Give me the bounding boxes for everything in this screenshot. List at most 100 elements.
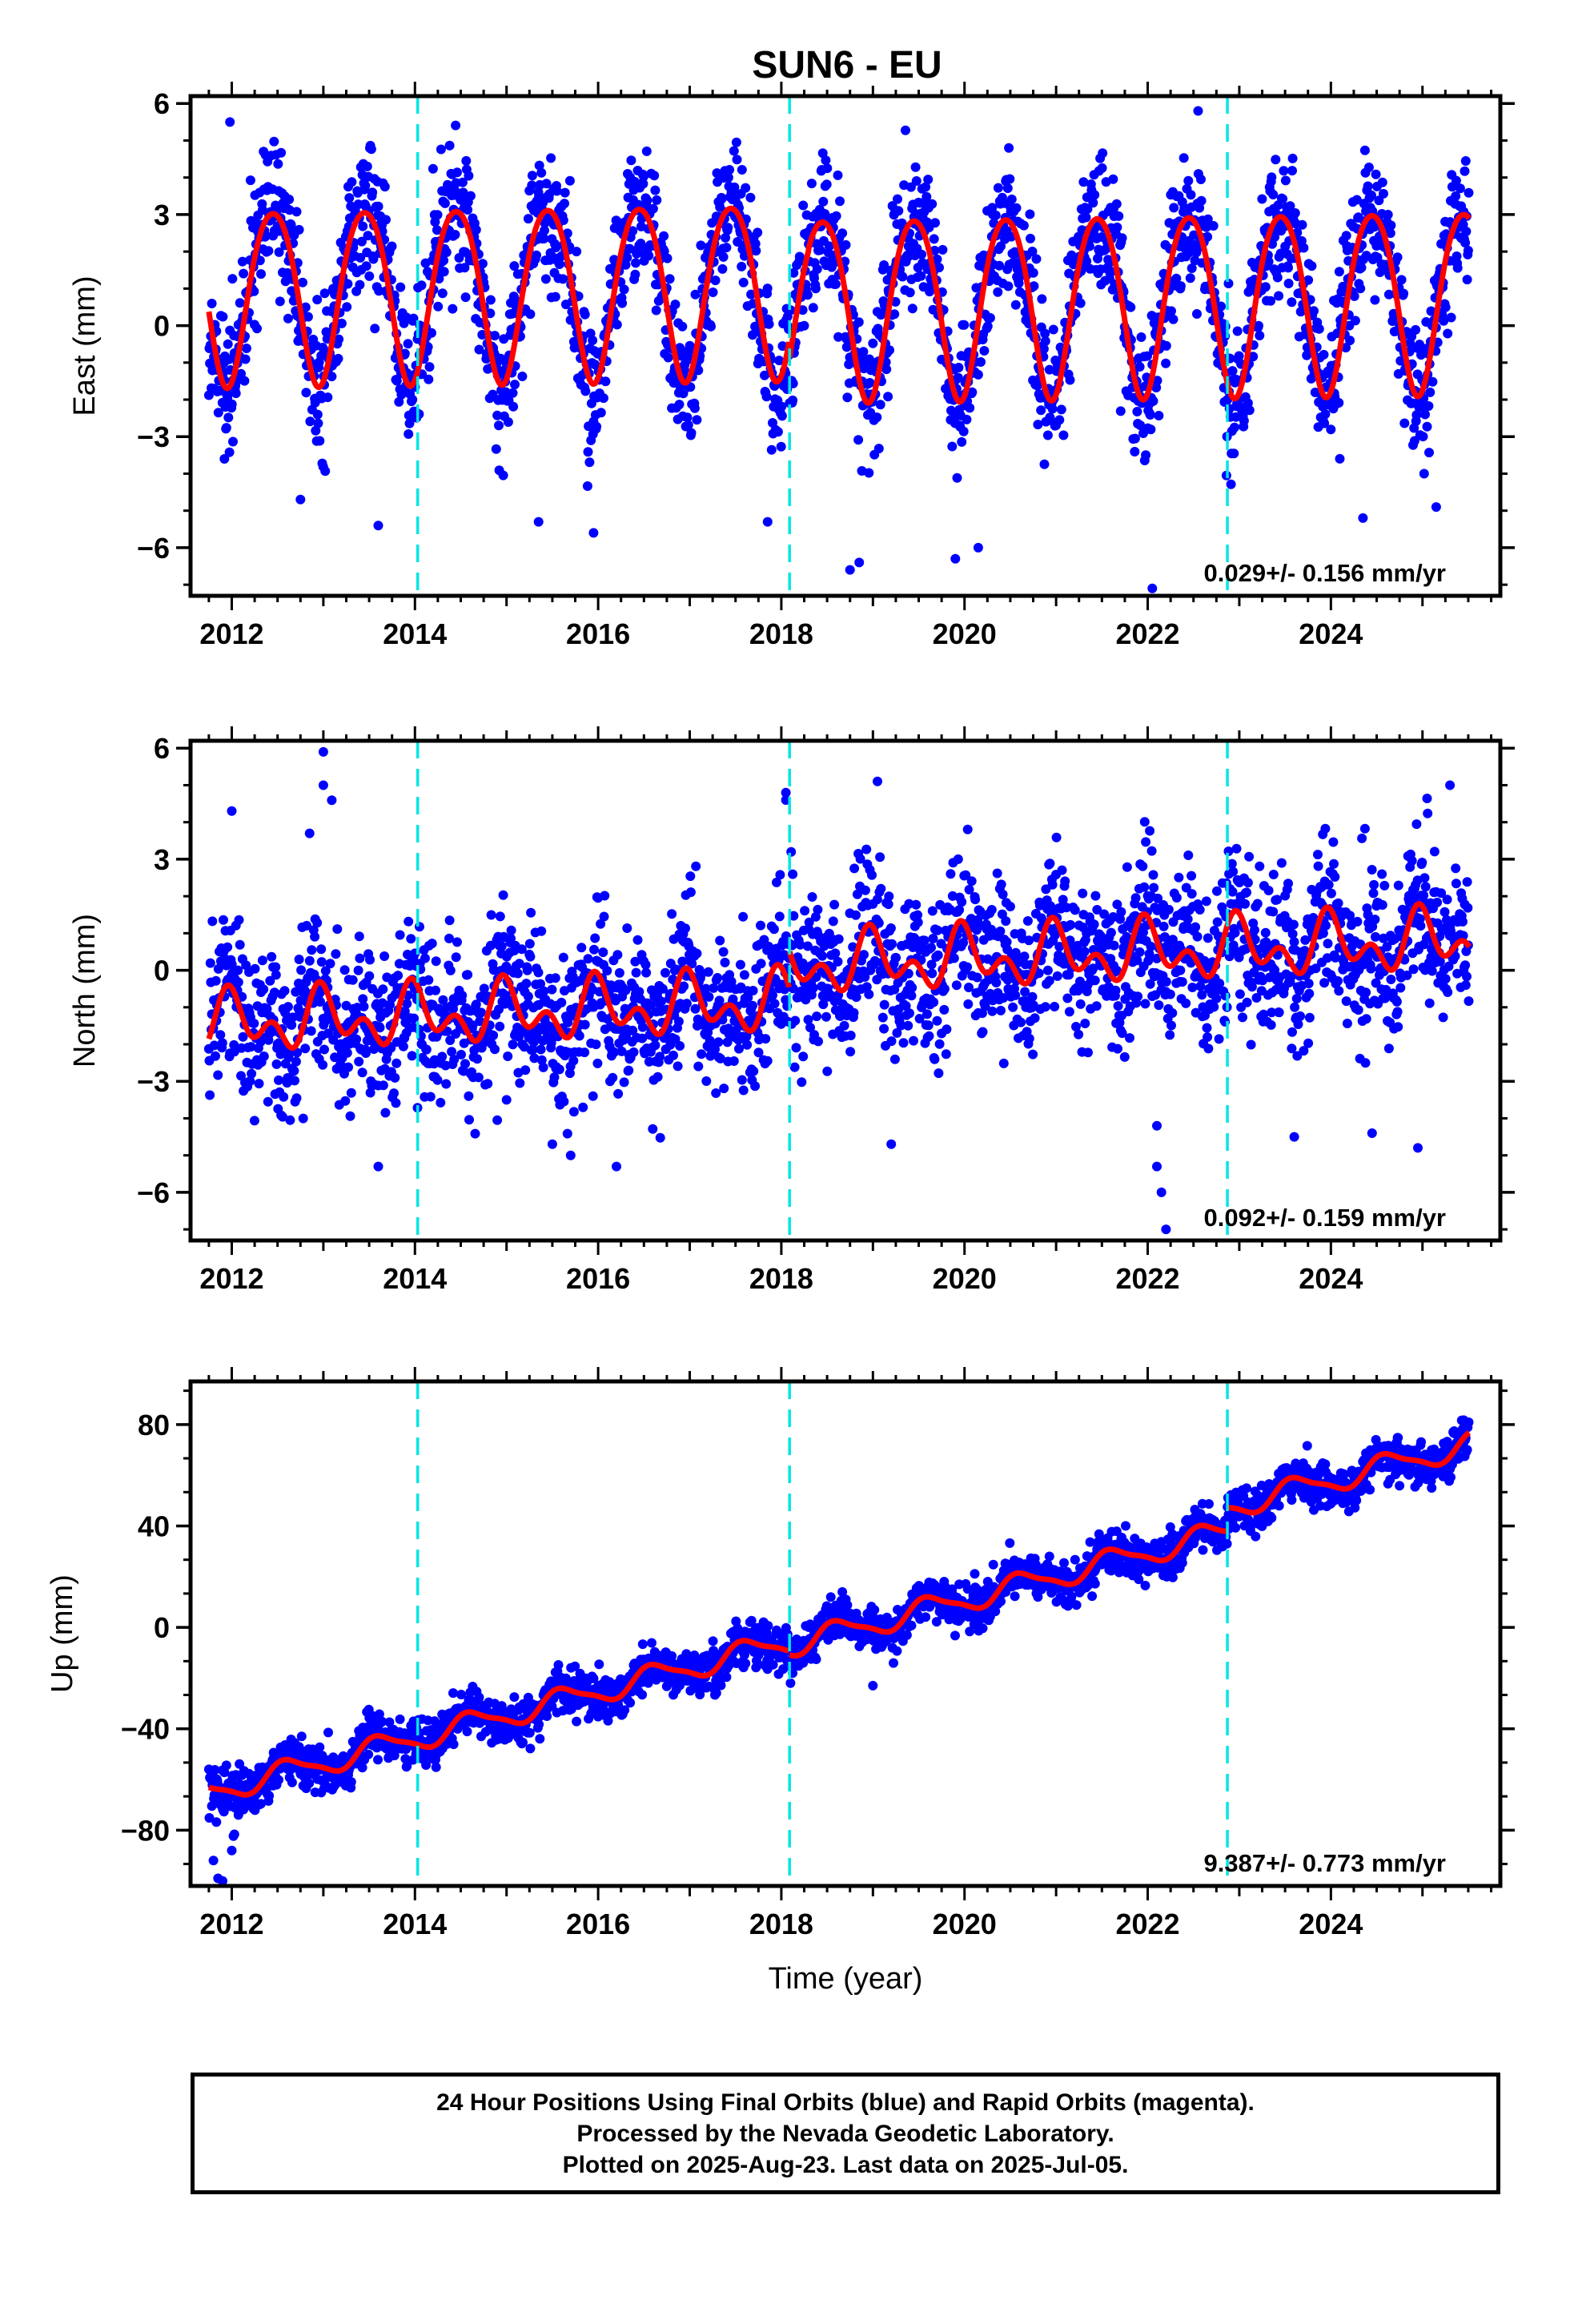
data-point bbox=[283, 313, 293, 324]
data-point bbox=[638, 179, 648, 189]
data-point bbox=[452, 937, 462, 947]
data-point bbox=[437, 1051, 448, 1062]
data-point bbox=[952, 472, 962, 483]
data-point bbox=[527, 180, 537, 191]
data-point bbox=[898, 1038, 909, 1048]
data-point bbox=[1330, 872, 1340, 882]
data-point bbox=[313, 418, 323, 428]
data-point bbox=[283, 1002, 293, 1012]
data-point bbox=[541, 179, 552, 189]
data-point bbox=[485, 308, 496, 319]
data-point bbox=[1146, 941, 1156, 951]
data-point bbox=[523, 214, 533, 224]
data-point bbox=[550, 973, 560, 983]
x-tick-label: 2014 bbox=[383, 617, 447, 650]
data-point bbox=[227, 274, 238, 284]
data-point bbox=[1220, 321, 1231, 332]
data-point bbox=[432, 210, 443, 220]
data-point bbox=[1287, 1027, 1297, 1037]
data-point bbox=[1271, 155, 1281, 165]
data-point bbox=[837, 228, 848, 239]
data-point bbox=[1028, 267, 1038, 278]
data-point bbox=[342, 1047, 352, 1058]
data-point bbox=[1026, 233, 1035, 243]
data-point bbox=[761, 392, 772, 402]
data-point bbox=[536, 1044, 546, 1055]
data-point bbox=[682, 412, 693, 423]
data-point bbox=[655, 1132, 665, 1143]
data-point bbox=[996, 1005, 1006, 1015]
data-point bbox=[897, 271, 908, 282]
data-point bbox=[416, 280, 427, 291]
data-point bbox=[1283, 879, 1293, 889]
data-point bbox=[536, 926, 547, 936]
data-point bbox=[1163, 904, 1174, 915]
data-point bbox=[1255, 331, 1265, 340]
data-point bbox=[458, 187, 468, 198]
data-point bbox=[255, 255, 265, 266]
data-point bbox=[907, 983, 917, 993]
data-point bbox=[1148, 870, 1158, 880]
data-point bbox=[540, 225, 549, 235]
data-point bbox=[773, 427, 783, 437]
data-point bbox=[362, 161, 372, 171]
data-point bbox=[693, 365, 704, 376]
data-point bbox=[996, 879, 1006, 890]
data-point bbox=[649, 171, 660, 181]
data-point bbox=[406, 934, 416, 944]
data-point bbox=[1419, 468, 1429, 479]
data-point bbox=[1192, 931, 1203, 942]
data-point bbox=[551, 243, 561, 252]
data-point bbox=[737, 261, 747, 271]
data-point bbox=[756, 920, 765, 931]
data-point bbox=[689, 403, 700, 413]
data-point bbox=[332, 924, 343, 935]
data-point bbox=[1244, 851, 1255, 862]
data-point bbox=[1171, 893, 1182, 903]
data-point bbox=[641, 146, 652, 156]
data-point bbox=[1386, 220, 1396, 231]
data-point bbox=[379, 951, 390, 961]
data-point bbox=[269, 136, 279, 147]
data-point bbox=[1234, 351, 1244, 361]
data-point bbox=[441, 1079, 452, 1089]
data-point bbox=[568, 1055, 579, 1066]
data-point bbox=[1065, 375, 1075, 385]
data-point bbox=[433, 301, 444, 312]
data-point bbox=[690, 289, 701, 300]
data-point bbox=[450, 230, 460, 239]
data-point bbox=[1040, 1002, 1050, 1012]
data-point bbox=[488, 1030, 499, 1040]
data-point bbox=[612, 950, 623, 960]
data-point bbox=[1263, 886, 1274, 895]
data-point bbox=[927, 968, 938, 979]
x-tick-label: 2024 bbox=[1299, 617, 1363, 650]
data-point bbox=[1202, 1023, 1212, 1033]
data-point bbox=[1244, 405, 1255, 416]
data-point bbox=[786, 846, 797, 857]
data-point bbox=[318, 1059, 328, 1070]
data-point bbox=[463, 970, 473, 980]
data-point bbox=[1345, 336, 1355, 346]
data-point bbox=[291, 1093, 302, 1104]
data-point bbox=[1039, 459, 1050, 469]
data-point bbox=[799, 320, 809, 331]
data-point bbox=[1272, 272, 1283, 283]
data-point bbox=[942, 1024, 952, 1035]
data-point bbox=[812, 1011, 822, 1022]
data-point bbox=[527, 171, 537, 181]
data-point bbox=[933, 950, 943, 960]
data-point bbox=[1252, 899, 1263, 909]
data-point bbox=[1115, 406, 1126, 416]
data-point bbox=[1268, 870, 1279, 879]
data-point bbox=[494, 420, 504, 431]
data-point bbox=[648, 203, 658, 214]
data-point bbox=[674, 400, 685, 410]
data-point bbox=[1209, 1002, 1219, 1012]
data-point bbox=[552, 186, 562, 196]
data-point bbox=[437, 288, 448, 299]
data-point bbox=[1418, 432, 1428, 442]
data-point bbox=[813, 1036, 823, 1047]
data-point bbox=[1052, 971, 1062, 981]
data-point bbox=[404, 418, 415, 428]
